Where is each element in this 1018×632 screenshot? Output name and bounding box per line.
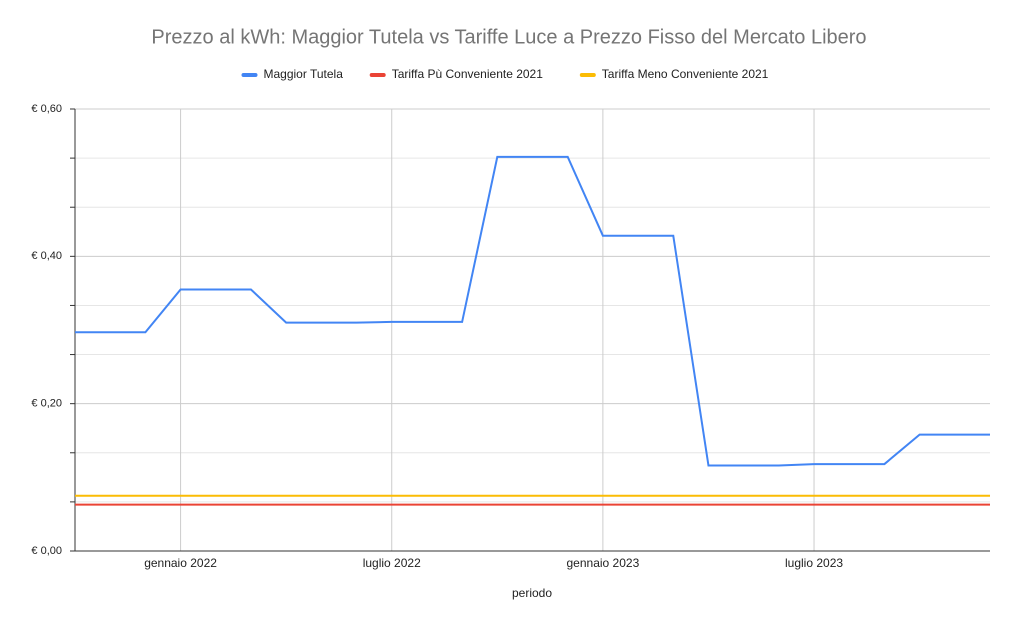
legend-label: Maggior Tutela: [264, 67, 344, 81]
x-tick-label: luglio 2022: [363, 556, 421, 570]
x-tick-label: luglio 2023: [785, 556, 843, 570]
legend-label: Tariffa Pù Conveniente 2021: [392, 67, 544, 81]
x-tick-label: gennaio 2023: [567, 556, 640, 570]
legend-label: Tariffa Meno Conveniente 2021: [602, 67, 769, 81]
chart-title: Prezzo al kWh: Maggior Tutela vs Tariffe…: [151, 26, 866, 48]
x-axis-title: periodo: [512, 586, 552, 600]
series-line: [75, 155, 990, 467]
y-tick-label: € 0,20: [31, 398, 62, 410]
x-tick-label: gennaio 2022: [144, 556, 217, 570]
y-tick-label: € 0,40: [31, 250, 62, 262]
y-tick-label: € 0,00: [31, 545, 62, 557]
y-tick-label: € 0,60: [31, 103, 62, 115]
